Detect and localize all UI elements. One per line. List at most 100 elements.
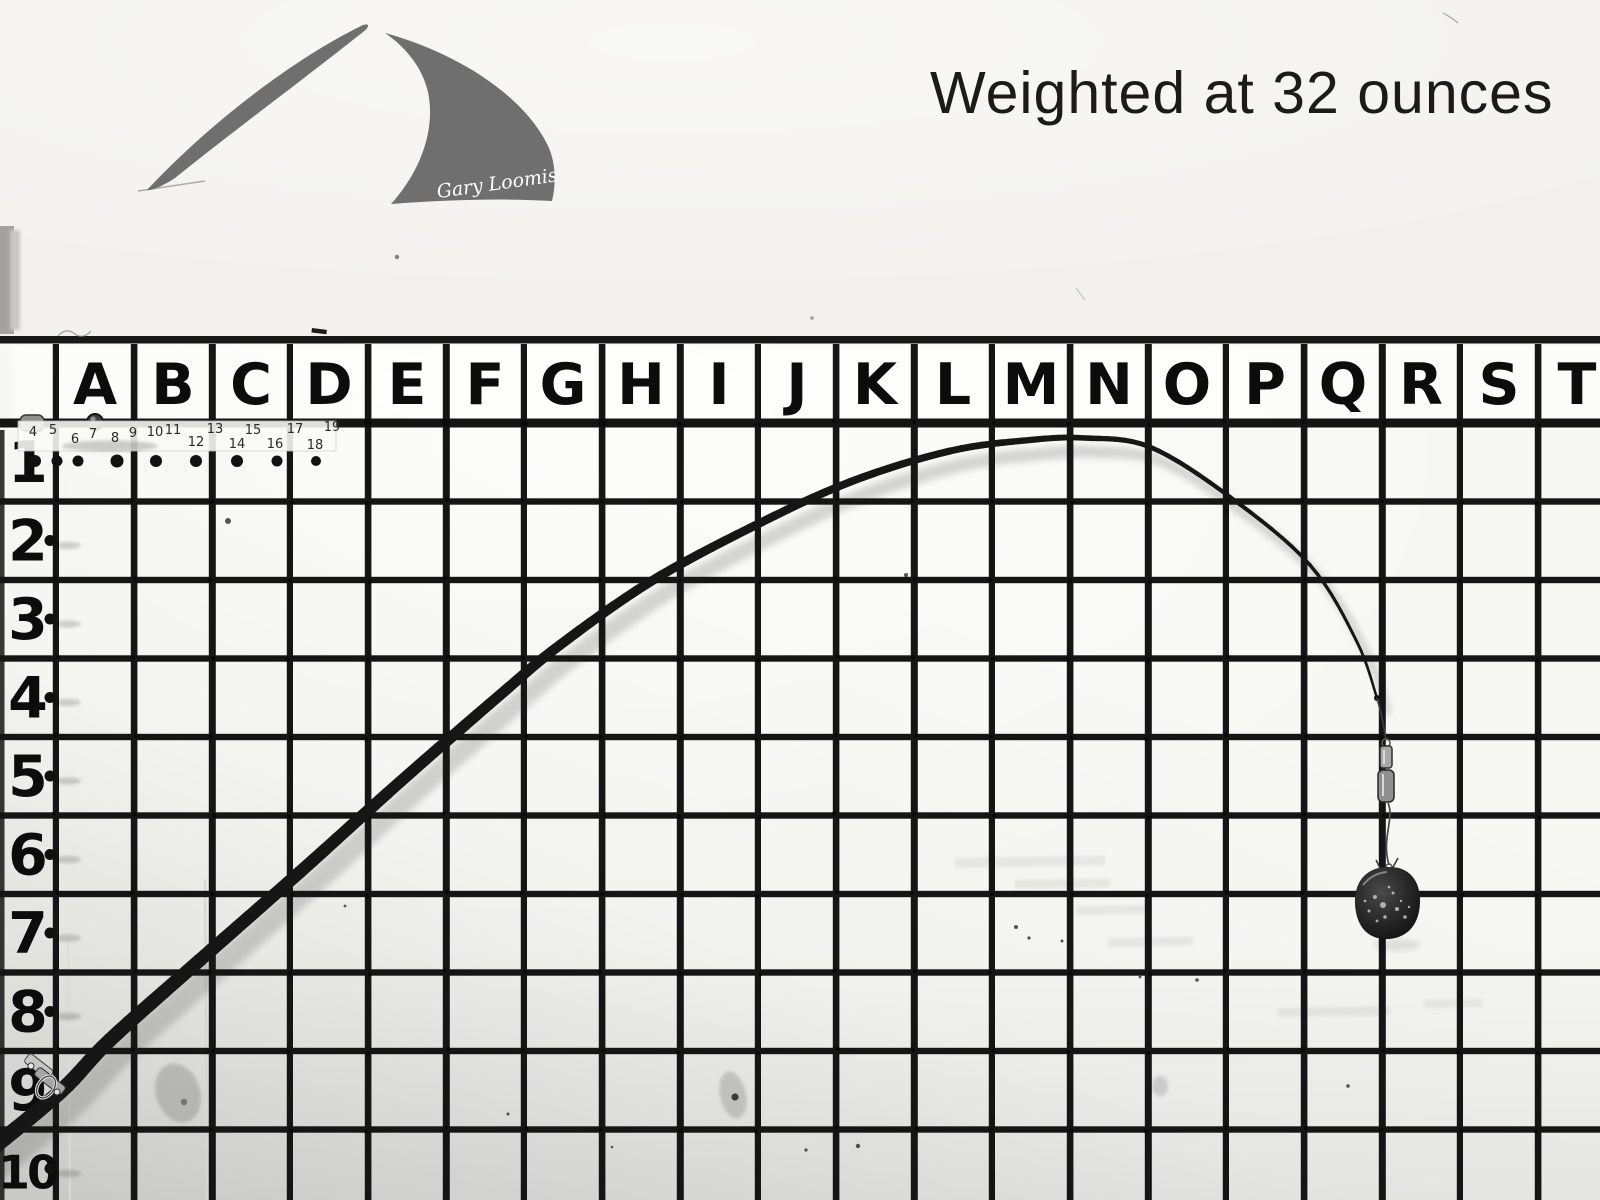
ruler-smudge [62, 440, 158, 452]
ruler-number: 11 [165, 423, 182, 438]
column-label: F [466, 352, 505, 418]
sinker-speckle [1391, 891, 1395, 895]
tape-seam [203, 879, 209, 1200]
column-label: E [388, 352, 427, 418]
column-label: H [617, 352, 665, 418]
ruler-number: 8 [111, 431, 119, 446]
board-speck [506, 1112, 510, 1116]
row-peg [44, 849, 56, 860]
grid-h-line [0, 1126, 1600, 1133]
grid-v-line [832, 344, 840, 1200]
grid-v-line [208, 344, 216, 1200]
column-label: T [1558, 352, 1597, 418]
ruler-dot [51, 455, 63, 467]
logo-swoosh-left [147, 24, 369, 191]
tape-seam [67, 939, 71, 1200]
bar-pin [364, 419, 372, 427]
ruler-number: 6 [71, 432, 79, 447]
bar-pin [598, 419, 606, 427]
grid-weld-nubs [51, 418, 1543, 1134]
grid-v-line [286, 344, 293, 1200]
board-left-edge [0, 430, 5, 1200]
board-speck [1138, 975, 1142, 979]
ruler-dot [150, 455, 162, 467]
wall-scratch [1075, 287, 1086, 301]
column-label: I [708, 352, 729, 418]
row-peg [44, 535, 56, 546]
grid-v-line [988, 344, 995, 1200]
ruler-dot [190, 455, 202, 467]
grid-h-line [0, 1047, 1600, 1055]
ruler-number: 4 [29, 425, 37, 440]
board-speck [1014, 925, 1018, 929]
wire-link [1385, 802, 1391, 866]
grid-v-line [1222, 344, 1229, 1200]
grid-h-line [0, 890, 1600, 898]
board-speck [855, 1143, 861, 1149]
smudge-core [180, 1098, 188, 1106]
board-top-edge [0, 336, 1600, 344]
grid-v-line [1534, 344, 1542, 1200]
grid-h-line [0, 576, 1600, 584]
grid-h-line [0, 969, 1600, 976]
guide-screw [53, 1088, 61, 1096]
sinker-speckle [1407, 905, 1411, 909]
row-peg [44, 1006, 56, 1017]
row-label: 6 [8, 823, 48, 889]
sinker-speckle [1403, 915, 1407, 919]
ruler-number: 5 [49, 423, 57, 438]
column-label: K [853, 352, 899, 418]
grid-v-line [520, 344, 527, 1200]
sinker-speckle [1367, 909, 1371, 913]
fishing-rod [0, 434, 1392, 1183]
grid-v-line [130, 344, 138, 1200]
ruler-number: 15 [245, 423, 262, 438]
ruler-number: 19 [324, 420, 341, 435]
peg-shadow [55, 698, 81, 707]
board-speck [1346, 1084, 1350, 1088]
ruler-number: 17 [287, 422, 304, 437]
ruler-number: 12 [188, 435, 205, 450]
sinker-weight [1354, 866, 1421, 939]
mounting-pin-highlight [90, 416, 96, 422]
column-label: P [1244, 352, 1286, 418]
column-label: C [230, 352, 272, 418]
ghost-streak [1076, 904, 1147, 915]
ruler-dot [311, 456, 321, 466]
column-label: N [1085, 352, 1133, 418]
row-peg [44, 692, 56, 703]
row-label: 3 [8, 587, 48, 653]
board-smudge [155, 1063, 201, 1123]
peg-shadow [55, 1012, 81, 1021]
header-scribble [57, 330, 92, 338]
weight-assembly [1354, 695, 1421, 951]
wall-speck [810, 316, 814, 320]
ghost-streak [1014, 878, 1111, 889]
grid-h-line [0, 812, 1600, 819]
peg-shadow [55, 855, 81, 864]
weight-shadow [1373, 939, 1421, 951]
bar-pin [520, 419, 528, 427]
row-label: 2 [8, 509, 48, 575]
sinker-speckle [1383, 915, 1387, 919]
ruler-dot [271, 455, 283, 467]
sinker-speckle [1363, 899, 1367, 903]
grid-h-line [0, 418, 1600, 428]
board-speck [756, 1139, 760, 1143]
board-smudge [1152, 1076, 1168, 1096]
grid-v-line [598, 344, 606, 1200]
peg-shadow [55, 620, 81, 628]
bar-pin [442, 419, 450, 427]
wall-speck [394, 254, 400, 260]
ruler-number: 9 [129, 426, 137, 441]
wall-highlight [0, 0, 1600, 345]
snap-clip-body [1377, 769, 1395, 803]
left-edge-object-soft [10, 230, 20, 330]
guide-ring-rim [36, 1075, 56, 1099]
sinker-highlight [1362, 871, 1388, 886]
weight-caption: Weighted at 32 ounces [930, 60, 1553, 126]
grid-h-line [0, 655, 1600, 662]
